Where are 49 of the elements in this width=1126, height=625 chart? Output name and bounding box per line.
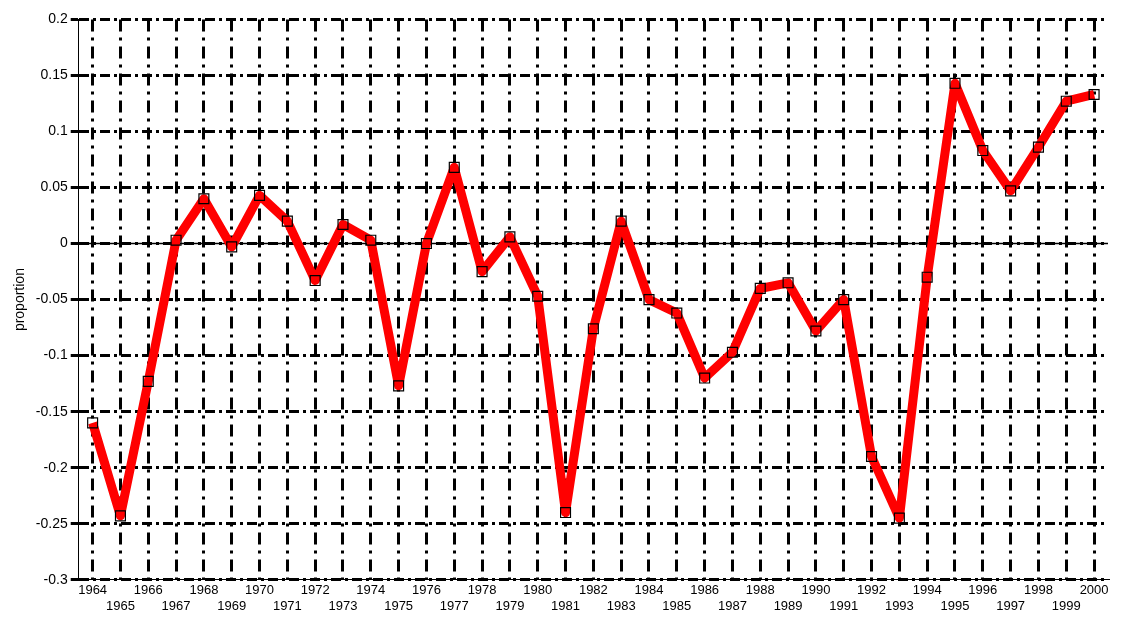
x-tick-label: 1984 xyxy=(634,582,664,598)
y-tick-label: -0.25 xyxy=(35,514,68,531)
x-tick-label: 1980 xyxy=(523,582,553,598)
x-tick-label: 1978 xyxy=(467,582,497,598)
x-tick-label: 1990 xyxy=(801,582,831,598)
x-tick-label: 1986 xyxy=(690,582,720,598)
y-axis-title: proportion xyxy=(11,268,28,332)
x-tick-label: 1988 xyxy=(745,582,775,598)
x-tick-label: 1965 xyxy=(105,597,135,613)
x-tick-label: 1993 xyxy=(884,597,914,613)
x-tick-label: 1974 xyxy=(356,582,386,598)
x-tick-label: 1998 xyxy=(1023,582,1053,598)
x-tick-label: 1994 xyxy=(912,582,942,598)
y-tick-label: 0.1 xyxy=(48,122,68,139)
x-tick-label: 1991 xyxy=(829,597,859,613)
x-tick-label: 1973 xyxy=(328,597,358,613)
x-tick-label: 1987 xyxy=(717,597,747,613)
x-tick-label: 1970 xyxy=(245,582,274,598)
x-tick-label: 1969 xyxy=(217,597,247,613)
y-tick-label: 0.05 xyxy=(40,178,68,195)
x-tick-label: 1999 xyxy=(1051,597,1081,613)
y-tick-label: 0 xyxy=(59,234,68,251)
x-tick-label: 1964 xyxy=(78,582,108,598)
x-tick-label: 1968 xyxy=(189,582,219,598)
x-tick-label: 1995 xyxy=(940,597,970,613)
y-tick-label: 0.2 xyxy=(48,10,68,27)
x-tick-label: 1967 xyxy=(161,597,191,613)
x-tick-label: 1992 xyxy=(857,582,886,598)
y-tick-label: -0.2 xyxy=(43,458,68,475)
x-tick-label: 1996 xyxy=(968,582,998,598)
y-tick-label: -0.15 xyxy=(35,402,68,419)
y-tick-label: -0.3 xyxy=(43,570,68,587)
x-tick-label: 1975 xyxy=(384,597,414,613)
x-tick-label: 1981 xyxy=(551,597,580,613)
x-tick-label: 1989 xyxy=(773,597,803,613)
x-tick-label: 1997 xyxy=(996,597,1026,613)
x-tick-label: 1976 xyxy=(411,582,441,598)
y-tick-label: -0.1 xyxy=(43,346,68,363)
y-tick-label: -0.05 xyxy=(35,290,68,307)
x-tick-label: 1983 xyxy=(606,597,636,613)
x-tick-label: 1985 xyxy=(662,597,692,613)
x-tick-label: 1966 xyxy=(133,582,163,598)
x-tick-label: 1979 xyxy=(495,597,525,613)
x-tick-label: 1972 xyxy=(300,582,330,598)
y-tick-label: 0.15 xyxy=(40,66,68,83)
x-tick-label: 1982 xyxy=(578,582,608,598)
x-tick-label: 2000 xyxy=(1079,582,1109,598)
x-tick-label: 1977 xyxy=(439,597,469,613)
x-tick-label: 1971 xyxy=(272,597,302,613)
